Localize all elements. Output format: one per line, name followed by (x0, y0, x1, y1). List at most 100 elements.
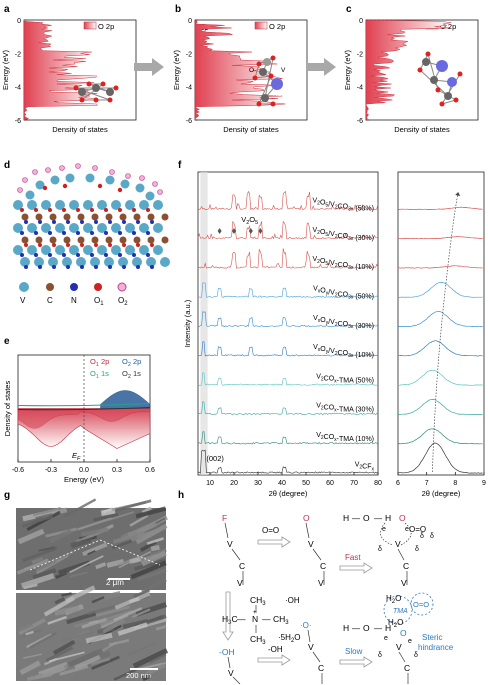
sem-flake (19, 660, 41, 676)
sem-flake (106, 558, 125, 568)
sem-flake (23, 583, 38, 590)
sem-flake (93, 513, 119, 522)
lattice-small-atom (24, 243, 28, 247)
lattice-small-atom (108, 220, 112, 224)
atom-icon (447, 77, 457, 87)
svg-text:H: H (385, 513, 391, 523)
svg-text:δ: δ (420, 533, 424, 540)
svg-text:—: — (352, 624, 360, 633)
lattice-atom (90, 257, 100, 267)
sem-flake (86, 604, 116, 616)
lattice-small-atom (118, 231, 122, 235)
atom-icon (271, 78, 283, 90)
sem-flake (81, 617, 108, 629)
svg-text:O: O (399, 513, 406, 523)
sem-flake (43, 596, 75, 617)
shift-arrowhead (455, 192, 461, 196)
lattice-small-atom (150, 220, 154, 224)
atom-icon (430, 76, 438, 84)
x-tick-label: 30 (254, 480, 262, 487)
lattice-atom (153, 245, 163, 255)
atom-icon (256, 101, 262, 107)
trace-label: V2O5/V2CO3x (30%) (313, 227, 375, 242)
legend-c: C (47, 296, 53, 305)
sem-flake (150, 544, 160, 552)
o2-atom (125, 173, 131, 179)
lattice-small-atom (76, 253, 80, 257)
sem-flake (29, 631, 57, 649)
lattice-small-atom (122, 220, 126, 224)
sem-flake (67, 648, 104, 668)
lattice-atom (133, 236, 141, 244)
atom-icon (439, 101, 445, 107)
lattice-small-atom (94, 243, 98, 247)
bond (441, 73, 461, 105)
lattice-small-atom (20, 208, 24, 212)
lattice-atom (76, 257, 86, 267)
lattice-small-atom (118, 208, 122, 212)
lattice-small-atom (34, 231, 38, 235)
lattice-atom (62, 257, 72, 267)
lattice-atom (125, 200, 135, 210)
sem-flake (31, 556, 44, 564)
svg-text:δ: δ (430, 533, 434, 540)
lattice-small-atom (80, 265, 84, 269)
scale-bar (130, 668, 158, 670)
o2-atom (75, 163, 81, 169)
o2-circle (410, 592, 434, 616)
bond (427, 53, 439, 91)
xrd-zoom-trace (397, 310, 483, 328)
atom-label-v: V (281, 67, 286, 74)
h-tma: TMA (393, 608, 408, 615)
dos-plot-e: EF -0.6 -0.3 0.0 0.3 0.6 Energy (eV) Density of… (3, 354, 155, 484)
legend-swatch (254, 21, 268, 30)
h-fast: Fast (345, 553, 361, 562)
sem-flake (41, 551, 74, 567)
xrd-zoom-trace (397, 265, 483, 269)
svg-text:CH3: CH3 (250, 634, 266, 646)
sem-flake (16, 558, 49, 575)
atom-icon (256, 61, 262, 67)
v2o5-marker (232, 228, 236, 234)
y-tick-label: -6 (15, 118, 21, 125)
sem-flake (113, 668, 138, 681)
scale-bar (108, 578, 130, 580)
x-tick-label: 8 (453, 480, 457, 487)
h-slow: Slow (345, 647, 363, 656)
o2-atom-icon (117, 282, 127, 292)
lattice-small-atom (80, 243, 84, 247)
sem-flake (69, 555, 104, 573)
sem-flake (95, 562, 107, 570)
atom-icon (252, 75, 258, 81)
lattice-small-atom (132, 231, 136, 235)
xrd-plot: V2O5/V2CO3x (50%) V2O5/V2CO3x (30%) V2O5/V… (183, 171, 486, 498)
atom-label-o: O (249, 67, 254, 74)
trace-label: V2COx-TMA (50%) (316, 373, 374, 384)
lattice-small-atom (20, 253, 24, 257)
svg-text:V: V (228, 668, 234, 678)
atom-icon (113, 85, 119, 91)
h-f: F (222, 513, 227, 523)
xrd-trace (197, 372, 379, 386)
lattice-atom (49, 213, 57, 221)
legend-entry: O1 1s (90, 369, 109, 380)
x-tick-label: 0.3 (112, 467, 122, 474)
xrd-zoom-trace (397, 428, 483, 445)
sem-flake (130, 560, 167, 580)
svg-text:H: H (343, 623, 349, 633)
lattice-atom (69, 245, 79, 255)
sem-flake (99, 650, 112, 660)
lattice-atom (27, 200, 37, 210)
sem-flake (113, 607, 143, 622)
x-axis-label: Density of states (223, 125, 279, 134)
atom-icon (270, 55, 276, 61)
lattice-small-atom (48, 231, 52, 235)
peak-label: (002) (206, 454, 224, 463)
highlight-region (200, 172, 208, 475)
atom-icon (86, 81, 92, 87)
y-axis-label: Energy (eV) (343, 49, 352, 90)
lattice-small-atom (146, 253, 150, 257)
o2-atom (109, 169, 115, 175)
